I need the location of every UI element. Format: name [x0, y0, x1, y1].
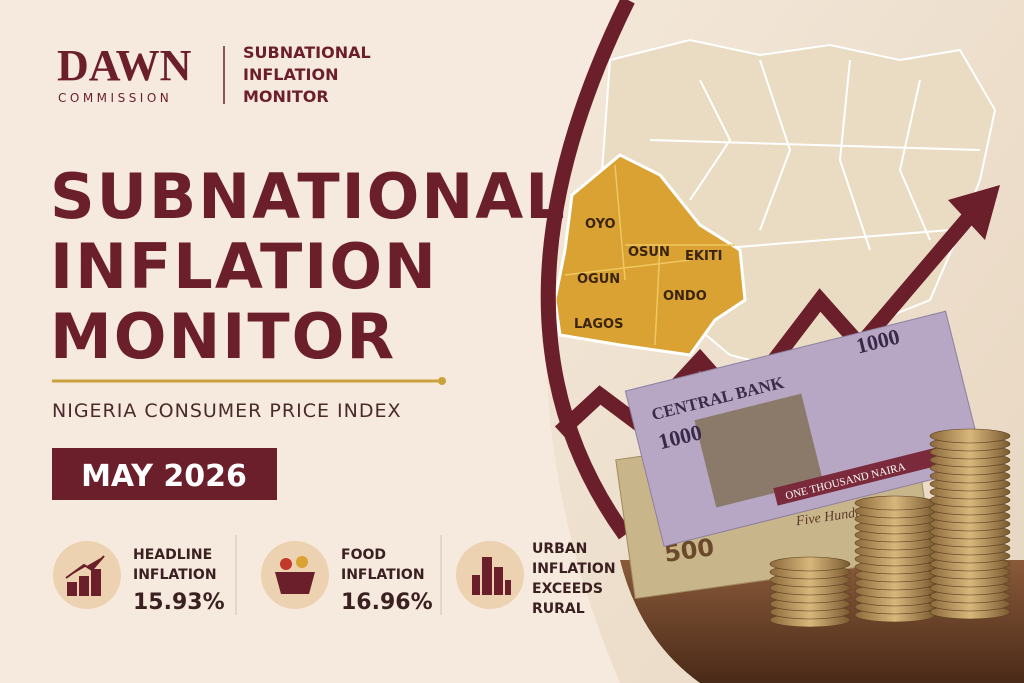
stat-label: URBAN	[532, 541, 587, 557]
icon-fruit	[296, 556, 308, 568]
product-name: INFLATION	[243, 65, 338, 84]
title: MONITOR	[50, 300, 396, 373]
stat-label: FOOD	[341, 547, 386, 563]
subtitle: NIGERIA CONSUMER PRICE INDEX	[52, 400, 401, 422]
state-label: LAGOS	[574, 317, 623, 332]
title: SUBNATIONAL	[50, 160, 567, 233]
note-band	[773, 444, 953, 506]
stat-label: INFLATION	[341, 567, 425, 583]
state-label: OYO	[585, 217, 616, 232]
brand: DAWN	[57, 41, 192, 90]
state-label: OSUN	[628, 245, 670, 260]
state-label: OGUN	[577, 272, 620, 287]
icon-basket	[275, 572, 315, 594]
state-label: EKITI	[685, 249, 723, 264]
coin	[929, 428, 1011, 444]
coin	[854, 495, 936, 511]
brand-sub: COMMISSION	[58, 91, 172, 105]
arc	[540, 0, 635, 540]
date: MAY 2026	[81, 459, 247, 494]
icon-bg	[53, 541, 121, 609]
stat-label: RURAL	[532, 601, 585, 617]
icon-city	[472, 557, 511, 595]
map-borders	[649, 59, 981, 251]
portrait	[694, 393, 824, 508]
banknote-1000: CENTRAL BANK 1000 1000 ONE THOUSAND NAIR…	[624, 310, 985, 547]
stats	[53, 535, 524, 615]
stat-label: INFLATION	[532, 561, 616, 577]
state-label: ONDO	[663, 289, 707, 304]
stat-value: 15.93%	[133, 590, 225, 615]
date-box	[52, 448, 277, 500]
stat-label: EXCEEDS	[532, 581, 603, 597]
product-name: SUBNATIONAL	[243, 43, 371, 62]
title: INFLATION	[50, 230, 438, 303]
stat-label: HEADLINE	[133, 547, 212, 563]
stat-value: 16.96%	[341, 590, 433, 615]
gold-dot	[438, 377, 446, 385]
icon-fruit	[280, 558, 292, 570]
product-name: MONITOR	[243, 87, 329, 106]
icon-chart	[65, 555, 105, 596]
state-borders	[564, 164, 735, 346]
stat-label: INFLATION	[133, 567, 217, 583]
arrow-head	[948, 185, 1000, 240]
coin-stacks	[769, 428, 1011, 628]
coin	[769, 556, 851, 572]
